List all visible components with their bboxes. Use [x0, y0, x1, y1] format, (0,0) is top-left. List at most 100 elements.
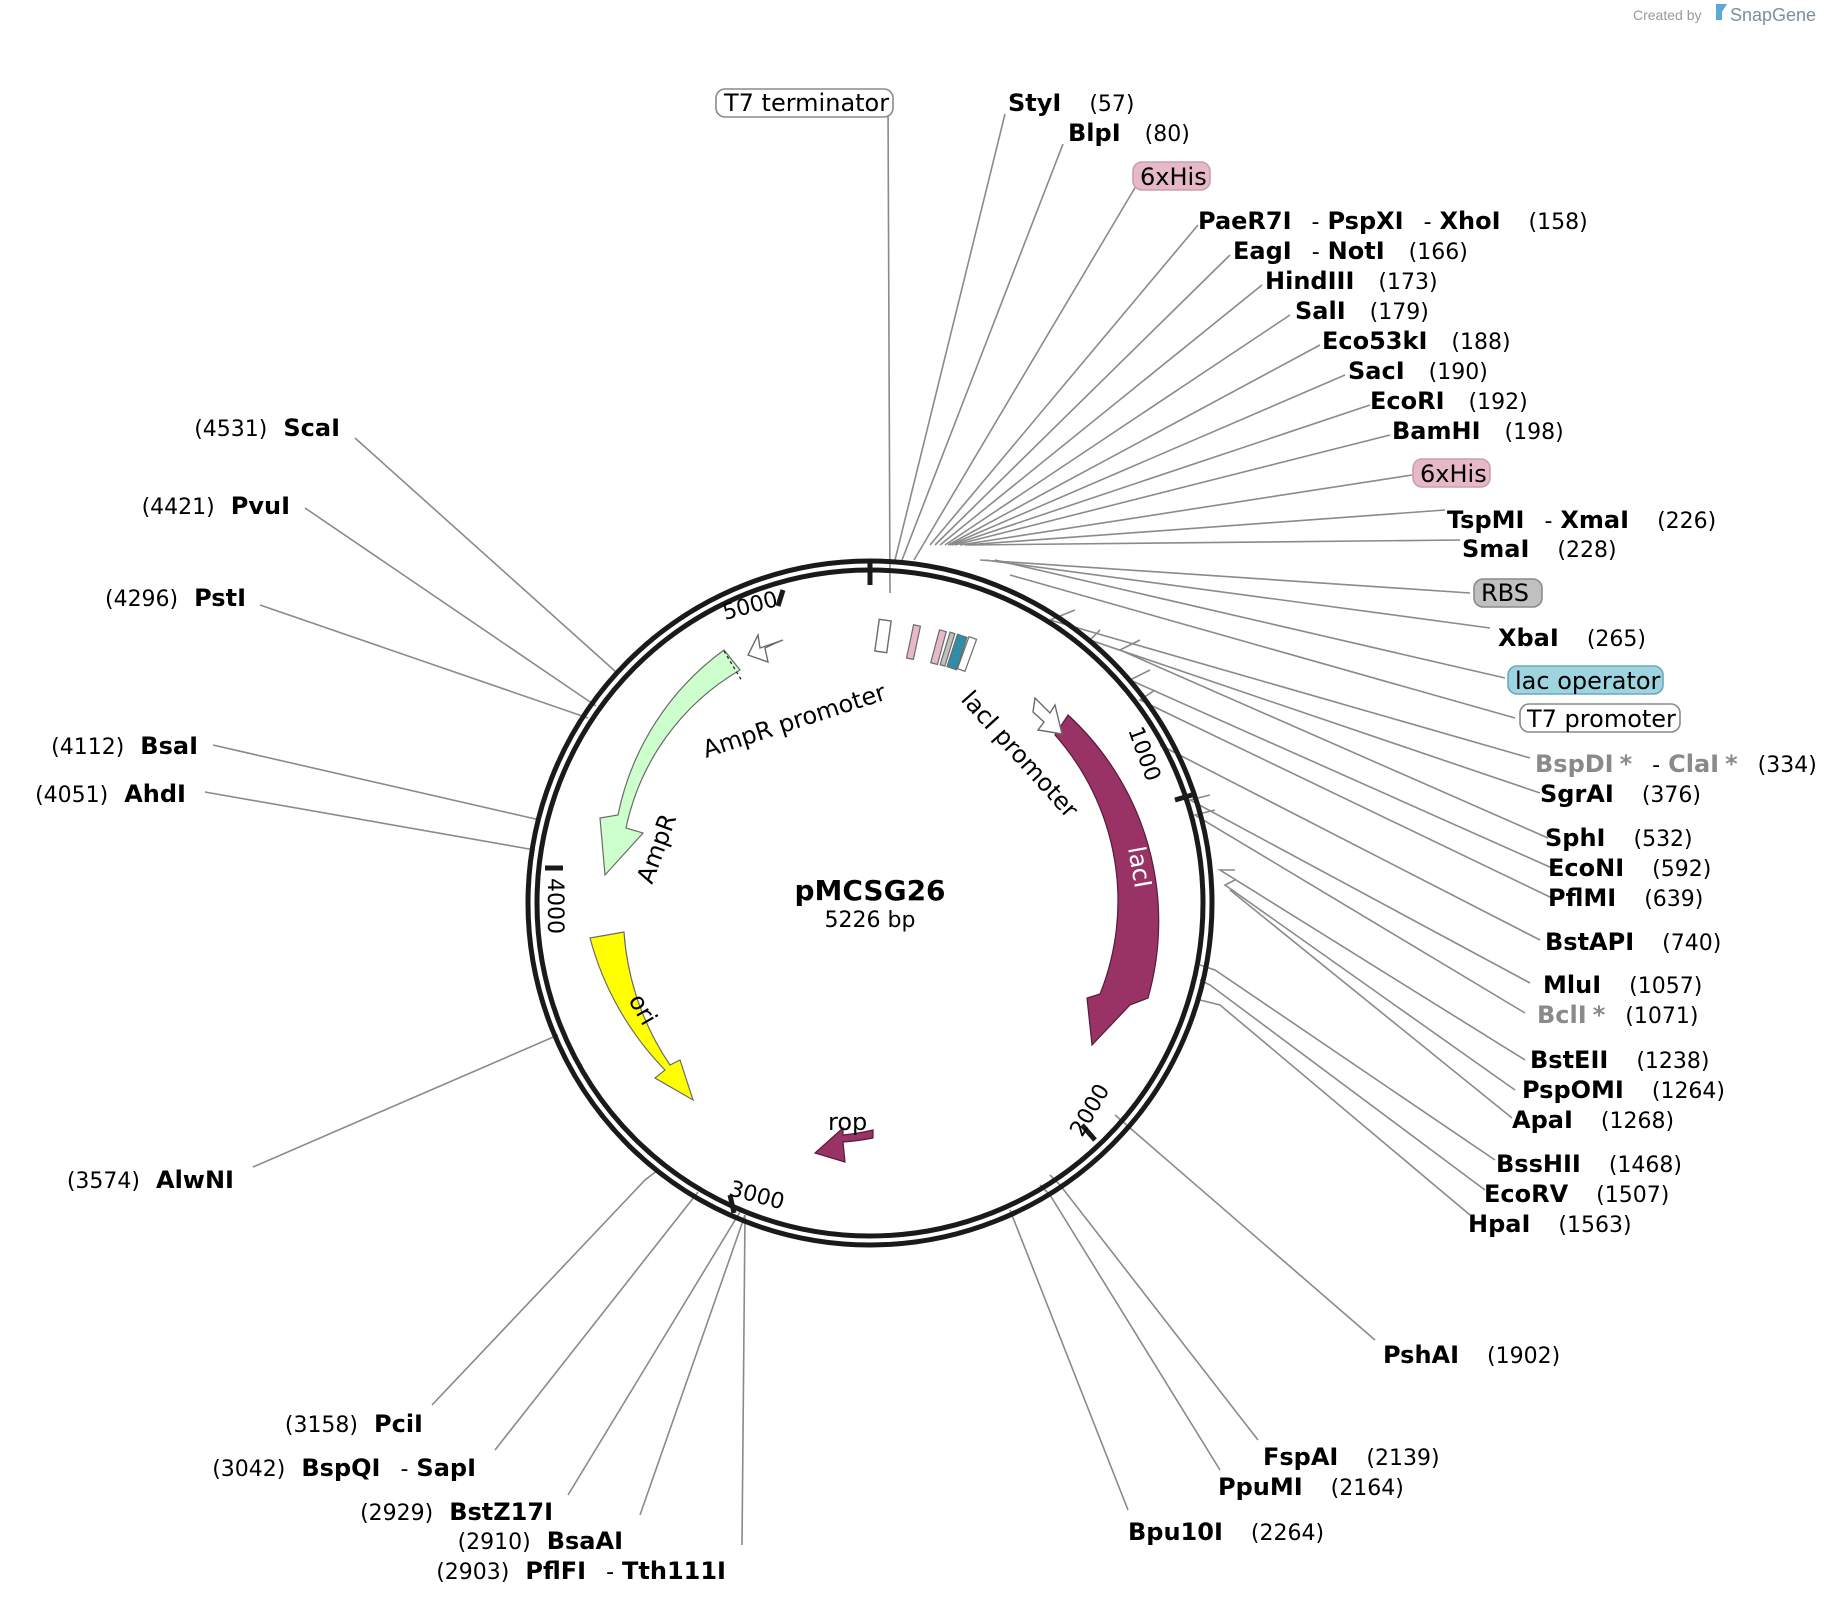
site-bstz17i[interactable]: (2929) BstZ17I [360, 1498, 553, 1526]
leader-bstz17i [567, 1211, 741, 1496]
ampr-arrow [599, 649, 741, 877]
site-sphi[interactable]: SphI (532) [1545, 824, 1693, 852]
site-blpi[interactable]: BlpI (80) [1068, 119, 1190, 147]
site-sgrai[interactable]: SgrAI (376) [1540, 780, 1701, 808]
site-smai[interactable]: SmaI (228) [1462, 535, 1617, 563]
site-hindiii[interactable]: HindIII (173) [1265, 267, 1438, 295]
site-bamhi[interactable]: BamHI (198) [1392, 417, 1564, 445]
his1-block [905, 624, 922, 661]
site-tspmi[interactable]: TspMI - XmaI (226) [1447, 506, 1716, 534]
leader-ppumi [1039, 1184, 1221, 1471]
leader-bsshii [1199, 964, 1496, 1161]
site-bpu10i[interactable]: Bpu10I (2264) [1128, 1518, 1324, 1546]
leader-bcli [1192, 809, 1526, 1014]
site-eagi[interactable]: EagI - NotI (166) [1233, 237, 1468, 265]
rbs-text: RBS [1481, 579, 1529, 607]
lac-operator-callout[interactable]: lac operator [1507, 665, 1664, 695]
site-econi[interactable]: EcoNI (592) [1548, 854, 1711, 882]
his2-callout[interactable]: 6xHis [1412, 458, 1491, 488]
leader-xbai [984, 559, 1491, 629]
leader-pshai [1114, 1114, 1376, 1341]
site-xbai[interactable]: XbaI (265) [1498, 624, 1646, 652]
leader-pflfi [741, 1214, 746, 1546]
site-ppumi[interactable]: PpuMI (2164) [1218, 1473, 1404, 1501]
leader-smai [967, 539, 1461, 546]
leader-bspqi [494, 1191, 699, 1451]
leader-ahdi [204, 791, 536, 851]
site-pspomi[interactable]: PspOMI (1264) [1522, 1076, 1725, 1104]
his1-callout[interactable]: 6xHis [1132, 161, 1211, 191]
rop-arrow [813, 1126, 874, 1163]
leader-his1 [913, 185, 1137, 561]
site-sali[interactable]: SalI (179) [1295, 297, 1429, 325]
site-pflmi[interactable]: PflMI (639) [1548, 884, 1703, 912]
site-pvui[interactable]: (4421) PvuI [142, 492, 290, 520]
leader-eagi [934, 254, 1231, 546]
site-pcii[interactable]: (3158) PciI [285, 1410, 423, 1438]
t7-promoter-callout[interactable]: T7 promoter [1519, 703, 1681, 733]
leader-saci [949, 374, 1346, 546]
ampr-label: AmpR [631, 810, 682, 887]
feature-arrows [589, 618, 1160, 1163]
site-bstapi[interactable]: BstAPI (740) [1545, 928, 1721, 956]
site-hpai[interactable]: HpaI (1563) [1468, 1210, 1632, 1238]
leader-bsaai [639, 1214, 746, 1516]
site-bsteii[interactable]: BstEII (1238) [1530, 1046, 1709, 1074]
site-ecori[interactable]: EcoRI (192) [1370, 387, 1528, 415]
leader-bstapi [1159, 744, 1541, 941]
site-paer7i[interactable]: PaeR7I - PspXI - XhoI (158) [1198, 207, 1588, 235]
site-scai[interactable]: (4531) ScaI [194, 414, 340, 442]
site-bsai[interactable]: (4112) BsaI [51, 732, 198, 760]
site-saci[interactable]: SacI (190) [1348, 357, 1488, 385]
snapgene-logo-icon [1716, 4, 1727, 20]
his1-text: 6xHis [1140, 163, 1207, 191]
t7-terminator-block [874, 618, 892, 654]
his2-block [929, 629, 947, 666]
site-apai[interactable]: ApaI (1268) [1512, 1106, 1674, 1134]
rop-label: rop [828, 1108, 867, 1136]
site-fspai[interactable]: FspAI (2139) [1263, 1443, 1440, 1471]
site-pflfi[interactable]: (2903) PflFI - Tth111I [436, 1557, 726, 1585]
laci-promoter-label: lacI promoter [956, 685, 1084, 823]
leader-ecorv [1199, 979, 1486, 1191]
site-labels-left: (4531) ScaI (4421) PvuI (4296) PstI (4112) B… [35, 414, 726, 1585]
site-psti[interactable]: (4296) PstI [105, 584, 246, 612]
tick-label-2000: 2000 [1066, 1080, 1116, 1141]
site-styi[interactable]: StyI (57) [1008, 89, 1135, 117]
leader-tspmi [964, 509, 1446, 546]
site-bsshii[interactable]: BssHII (1468) [1496, 1150, 1682, 1178]
leader-ecori [951, 404, 1371, 546]
leader-alwni [252, 1034, 559, 1168]
site-alwni[interactable]: (3574) AlwNI [67, 1166, 234, 1194]
site-ecorv[interactable]: EcoRV (1507) [1484, 1180, 1669, 1208]
laci-promoter-arrow [1032, 696, 1063, 735]
leader-apai [1229, 889, 1513, 1119]
leader-rbs [979, 559, 1471, 594]
site-bsaai[interactable]: (2910) BsaAI [458, 1527, 623, 1555]
leader-hpai [1199, 999, 1471, 1216]
leader-bamhi [954, 434, 1391, 546]
site-bspqi[interactable]: (3042) BspQI - SapI [212, 1454, 476, 1482]
site-bspdi[interactable]: BspDI * - ClaI * (334) [1535, 750, 1817, 778]
t7-terminator-callout[interactable]: T7 terminator [715, 88, 894, 118]
tick-label-4000: 4000 [542, 878, 567, 934]
leader-lines [204, 102, 1553, 1546]
tick-mark-1000 [1174, 792, 1193, 803]
leader-mlui [1187, 794, 1531, 984]
leader-bsteii [1217, 869, 1526, 1061]
lac-operator-block [946, 633, 968, 671]
site-pshai[interactable]: PshAI (1902) [1383, 1341, 1560, 1369]
tick-mark-2000 [1080, 1123, 1097, 1142]
site-ahdi[interactable]: (4051) AhdI [35, 780, 186, 808]
feature-callouts: T7 terminator 6xHis 6xHis RBS lac operat… [715, 88, 1681, 733]
laci-arrow [1054, 714, 1160, 1047]
site-mlui[interactable]: MluI (1057) [1543, 971, 1702, 999]
leader-t7-terminator [887, 102, 891, 594]
t7-promoter-text: T7 promoter [1526, 705, 1676, 733]
site-bcli[interactable]: BclI * (1071) [1537, 1001, 1698, 1029]
leader-scai [354, 437, 617, 673]
rbs-callout[interactable]: RBS [1473, 578, 1543, 608]
site-eco53ki[interactable]: Eco53kI (188) [1322, 327, 1511, 355]
leader-pspomi [1223, 879, 1516, 1091]
